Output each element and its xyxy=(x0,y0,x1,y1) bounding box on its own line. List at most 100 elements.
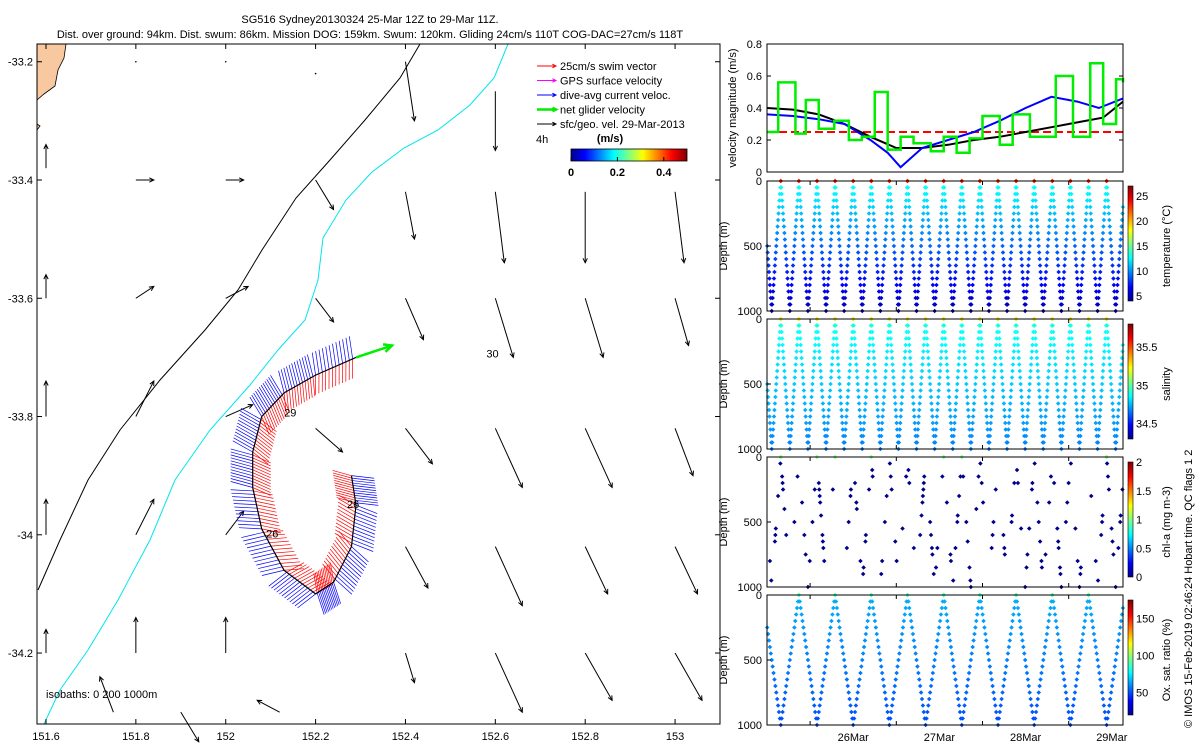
swim-vector xyxy=(333,477,353,484)
colorbar-tick-label: 35 xyxy=(1136,380,1148,392)
velocity-y-tick-label: 0.2 xyxy=(747,135,762,147)
swim-vector xyxy=(265,533,286,537)
dive-avg-vector xyxy=(232,496,255,499)
profile-colorbar xyxy=(1127,323,1134,440)
swim-vector xyxy=(316,571,321,592)
swim-vector xyxy=(274,402,283,422)
sfc-vector xyxy=(315,179,335,211)
dive-avg-vector xyxy=(235,428,256,441)
glider-swim-vectors xyxy=(252,358,357,595)
swim-vector xyxy=(338,495,357,506)
dive-avg-vector xyxy=(353,525,376,535)
swim-vector xyxy=(335,489,355,496)
dive-avg-vector xyxy=(283,367,290,390)
dive-avg-vector xyxy=(343,561,362,577)
sfc-vector xyxy=(256,699,280,713)
velocity-y-tick-label: 0.8 xyxy=(747,39,762,51)
dive-avg-vector xyxy=(240,410,261,423)
map-annotations: 30 29 26 26 xyxy=(266,348,498,540)
sfc-vector xyxy=(43,379,49,417)
swim-vector xyxy=(304,576,323,587)
dive-avg-vector xyxy=(230,475,253,482)
map-y-tick-label: -33.6 xyxy=(8,293,33,305)
dive-avg-vector xyxy=(243,535,266,542)
dive-avg-vector xyxy=(268,571,287,587)
swim-vector xyxy=(332,470,352,476)
swim-vector xyxy=(329,548,343,565)
dive-avg-vector xyxy=(355,504,378,514)
profile-panel-sal: 0 500 1000 Depth (m) 34.5 35 35.5 salinity xyxy=(718,314,1173,456)
dive-avg-vector xyxy=(233,437,254,450)
swim-vector xyxy=(255,439,272,453)
dive-avg-vector xyxy=(337,572,356,589)
swim-vector xyxy=(336,519,354,530)
swim-vector xyxy=(254,497,275,503)
dive-avg-vector xyxy=(236,425,257,438)
dive-avg-vector xyxy=(325,346,330,370)
swim-vector xyxy=(256,504,276,510)
profile-y-tick-label: 1000 xyxy=(738,306,762,318)
sfc-vector xyxy=(405,546,429,590)
dive-avg-vector xyxy=(241,531,264,538)
dive-avg-vector xyxy=(258,386,272,407)
profile-panel-oxy: 0 500 1000 Depth (m) 50 100 150 Ox. sat. ratio … xyxy=(718,590,1173,744)
swim-vector xyxy=(315,572,319,592)
swim-vector xyxy=(253,490,273,496)
dive-avg-vector xyxy=(238,523,261,526)
dive-avg-vector xyxy=(239,413,260,426)
profile-colorbar xyxy=(1127,599,1134,716)
swim-vector xyxy=(270,406,279,425)
dive-avg-vector xyxy=(296,360,303,383)
swim-vector xyxy=(286,562,305,573)
swim-vector xyxy=(286,391,289,412)
swim-vector xyxy=(252,457,271,467)
dive-avg-vector xyxy=(268,377,281,397)
sfc-vector xyxy=(492,91,498,152)
profile-y-tick-label: 1000 xyxy=(738,444,762,456)
sfc-vector xyxy=(43,273,49,299)
swim-vector xyxy=(321,568,325,589)
swim-vector xyxy=(253,445,270,459)
swim-vector xyxy=(280,561,301,564)
swim-vector xyxy=(280,396,289,416)
colorbar-tick-label: 15 xyxy=(1136,241,1148,253)
dive-avg-vector xyxy=(234,434,255,447)
sfc-vector xyxy=(133,616,139,654)
velocity-ylabel: velocity magnitude (m/s) xyxy=(727,48,739,167)
velocity-series-dive_avg xyxy=(766,95,1124,169)
isobath-200m xyxy=(43,44,509,724)
swim-vector xyxy=(338,501,356,513)
dive-avg-vector xyxy=(336,575,354,592)
dive-avg-vector xyxy=(338,340,343,364)
dive-avg-vector xyxy=(252,552,275,559)
dive-avg-vector xyxy=(342,564,360,580)
profile-y-tick-label: 1000 xyxy=(738,720,762,732)
swim-vector xyxy=(252,475,271,484)
dive-avg-vector xyxy=(307,354,314,377)
sfc-vector xyxy=(225,404,254,417)
map-annotation: 26 xyxy=(347,499,359,511)
dive-avg-vector xyxy=(286,585,306,601)
net-velocity-arrow xyxy=(355,343,395,359)
dive-avg-vector xyxy=(342,339,347,362)
sfc-vector xyxy=(135,285,155,299)
dive-avg-vector xyxy=(258,563,281,569)
dive-avg-vector xyxy=(331,582,340,605)
map-x-axis: 151.6 151.8 152 152.2 152.4 152.6 152.8 153 xyxy=(32,44,684,743)
legend-swatch xyxy=(537,92,558,98)
figure-subtitle: Dist. over ground: 94km. Dist. swum: 86k… xyxy=(56,29,684,41)
colorbar-tick-label: 5 xyxy=(1136,291,1142,303)
swim-vector xyxy=(252,478,271,487)
sfc-vector xyxy=(584,298,605,359)
colorbar-tick-label: 0 xyxy=(568,167,574,179)
dive-avg-vector xyxy=(328,345,333,368)
swim-vector xyxy=(338,531,352,547)
legend-label: 25cm/s swim vector xyxy=(560,61,657,73)
dive-avg-vector xyxy=(353,529,375,539)
colorbar-label: Ox. sat. ratio (%) xyxy=(1161,619,1173,702)
profile-ylabel: Depth (m) xyxy=(718,636,730,685)
dive-avg-vector xyxy=(266,379,279,399)
sfc-vector xyxy=(582,191,588,264)
